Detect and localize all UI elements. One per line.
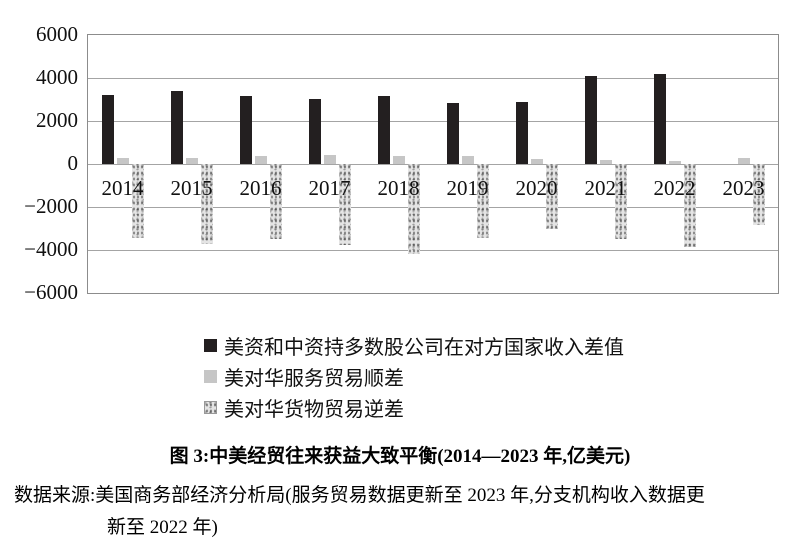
legend-label: 美对华货物贸易逆差	[224, 399, 404, 421]
legend-marker-icon	[204, 370, 217, 383]
y-tick-label: 6000	[36, 22, 78, 46]
gridline	[88, 164, 778, 165]
y-tick-label: −2000	[24, 194, 78, 218]
legend-label: 美对华服务贸易顺差	[224, 368, 404, 390]
legend-item: 美资和中资持多数股公司在对方国家收入差值	[204, 330, 624, 361]
bar-solid-2020	[516, 102, 528, 164]
bar-solid-2022	[669, 161, 681, 164]
bar-speckled-2019	[477, 164, 489, 238]
gridline	[88, 78, 778, 79]
figure-caption: 图 3:中美经贸往来获益大致平衡(2014—2023 年,亿美元)	[169, 446, 631, 467]
x-tick-label: 2021	[584, 176, 627, 200]
x-tick-label: 2018	[377, 176, 420, 200]
bar-solid-2018	[378, 96, 390, 164]
bar-speckled-2014	[132, 164, 144, 238]
y-tick-label: 4000	[36, 65, 78, 89]
y-tick-label: −4000	[24, 237, 78, 261]
bar-speckled-2023	[753, 164, 765, 225]
legend-item: 美对华货物贸易逆差	[204, 392, 624, 423]
legend-label: 美资和中资持多数股公司在对方国家收入差值	[224, 337, 624, 359]
x-tick-label: 2019	[446, 176, 489, 200]
y-axis: 6000 4000 2000 0 −2000 −4000 −6000	[0, 22, 79, 304]
x-tick-label: 2017	[308, 176, 351, 200]
data-source-line-2: 新至 2022 年)	[107, 517, 218, 538]
x-tick-label: 2022	[653, 176, 696, 200]
bar-speckled-2022	[684, 164, 696, 247]
bar-solid-2021	[585, 76, 597, 164]
x-tick-label: 2016	[239, 176, 282, 200]
legend-marker-icon	[204, 401, 217, 414]
bar-solid-2015	[171, 91, 183, 164]
bar-solid-2015	[186, 158, 198, 164]
gridline	[88, 250, 778, 251]
bar-solid-2017	[309, 99, 321, 164]
x-tick-label: 2023	[722, 176, 765, 200]
bar-solid-2019	[447, 103, 459, 164]
bar-speckled-2016	[270, 164, 282, 239]
bar-solid-2020	[531, 159, 543, 164]
bar-solid-2023	[738, 158, 750, 164]
x-tick-label: 2015	[170, 176, 213, 200]
bar-speckled-2018	[408, 164, 420, 254]
bar-speckled-2020	[546, 164, 558, 229]
legend-item: 美对华服务贸易顺差	[204, 361, 624, 392]
bar-solid-2014	[102, 95, 114, 164]
plot-area: 2014 2015 2016 2017 2018 2019 2020 2021 2022 2023	[87, 34, 779, 294]
bar-solid-2021	[600, 160, 612, 164]
bar-speckled-2017	[339, 164, 351, 245]
y-tick-label: −6000	[24, 280, 78, 304]
bar-solid-2016	[255, 156, 267, 164]
bar-solid-2014	[117, 158, 129, 164]
bar-solid-2019	[462, 156, 474, 164]
x-tick-label: 2020	[515, 176, 558, 200]
gridline	[88, 207, 778, 208]
bar-speckled-2015	[201, 164, 213, 244]
legend: 美资和中资持多数股公司在对方国家收入差值 美对华服务贸易顺差 美对华货物贸易逆差	[204, 330, 624, 423]
bar-solid-2018	[393, 156, 405, 164]
data-source-line-1: 数据来源:美国商务部经济分析局(服务贸易数据更新至 2023 年,分支机构收入数…	[14, 485, 705, 506]
bar-solid-2017	[324, 155, 336, 164]
gridline	[88, 121, 778, 122]
bar-solid-2022	[654, 74, 666, 164]
y-tick-label: 2000	[36, 108, 78, 132]
bar-speckled-2021	[615, 164, 627, 239]
legend-marker-icon	[204, 339, 217, 352]
y-tick-label: 0	[67, 151, 79, 175]
bar-solid-2016	[240, 96, 252, 164]
x-tick-label: 2014	[101, 176, 144, 200]
